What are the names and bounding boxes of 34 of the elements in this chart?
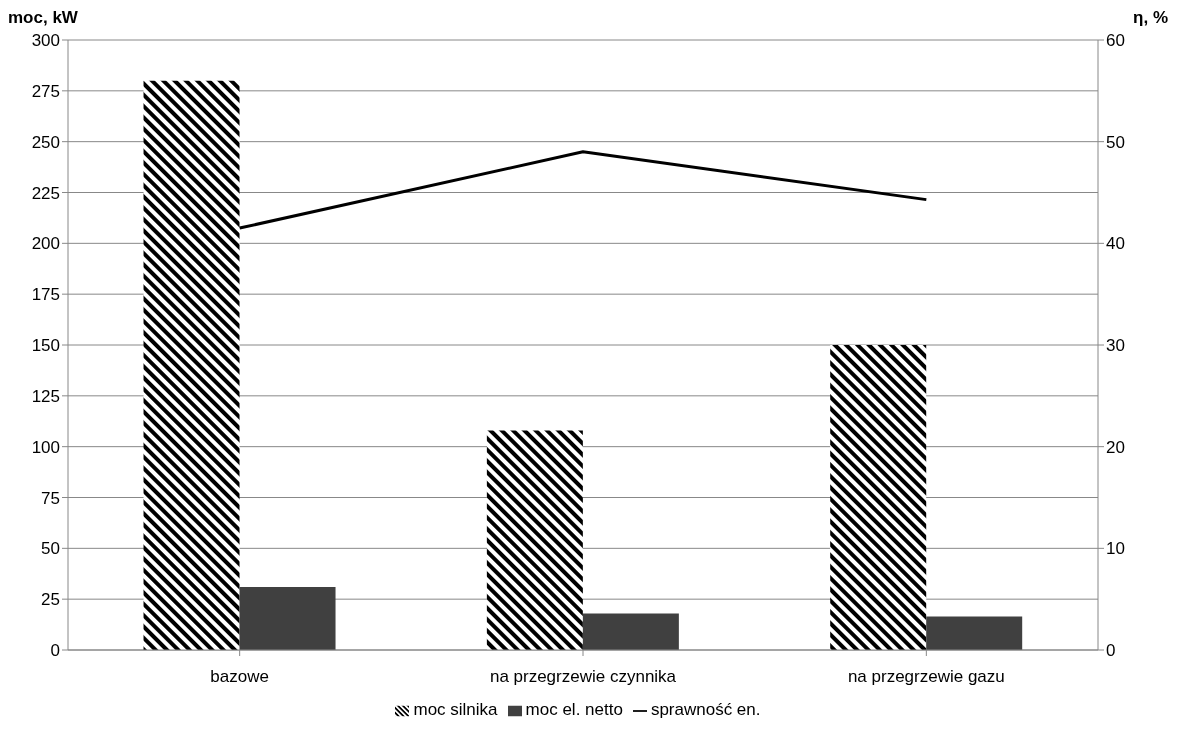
bar [239, 586, 336, 650]
y-tick-label: 250 [31, 132, 60, 152]
y-tick-label: 225 [31, 183, 60, 203]
legend-label: moc silnika [413, 700, 498, 719]
bar [582, 613, 679, 650]
y-tick-label: 275 [31, 81, 60, 101]
x-tick-label: na przegrzewie czynnika [489, 667, 677, 687]
y-tick-label: 125 [31, 386, 60, 406]
y-tick-label: 75 [41, 488, 60, 508]
bar [486, 430, 583, 650]
bar [830, 345, 927, 650]
x-tick-label: na przegrzewie gazu [847, 667, 1005, 687]
y-axis-title: moc, kW [8, 8, 78, 29]
x-tick-label: bazowe [210, 667, 269, 687]
y2-tick-label: 40 [1106, 234, 1125, 254]
y-tick-label: 300 [31, 31, 60, 51]
y2-tick-label: 50 [1106, 132, 1125, 152]
y-tick-label: 50 [41, 539, 60, 559]
y-tick-label: 150 [31, 336, 60, 356]
y2-axis-title: η, % [1133, 8, 1168, 29]
y-tick-label: 25 [41, 590, 60, 610]
y-tick-label: 175 [31, 285, 60, 305]
bar [143, 80, 240, 650]
y-tick-label: 200 [31, 234, 60, 254]
y2-tick-label: 30 [1106, 336, 1125, 356]
y2-tick-label: 10 [1106, 539, 1125, 559]
legend-label: sprawność en. [650, 700, 761, 719]
bar [926, 616, 1023, 650]
y2-tick-label: 20 [1106, 437, 1125, 457]
y-tick-label: 0 [50, 641, 60, 661]
y2-tick-label: 0 [1106, 641, 1116, 661]
y-tick-label: 100 [31, 437, 60, 457]
legend-label: moc el. netto [525, 700, 623, 719]
y2-tick-label: 60 [1106, 31, 1125, 51]
